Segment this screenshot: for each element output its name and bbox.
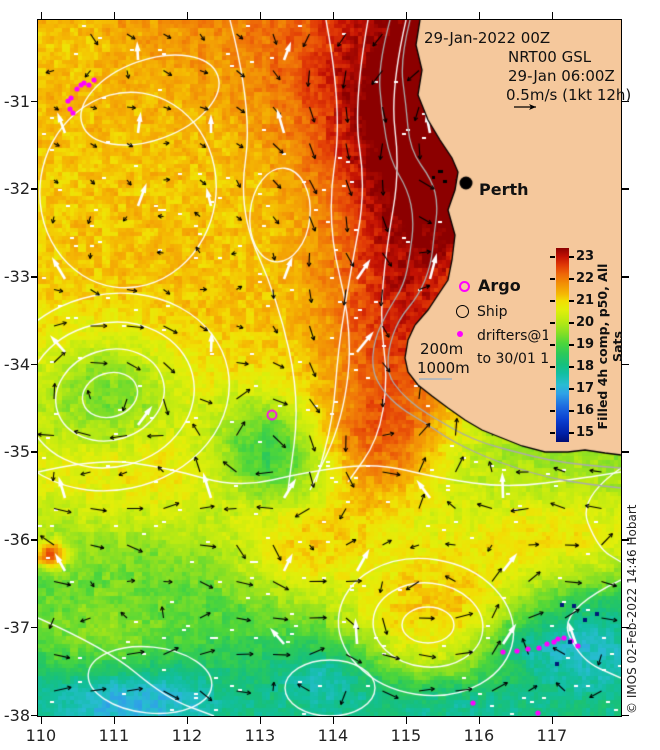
x-axis-label: 113 (244, 726, 276, 745)
y-axis-label: -35 (3, 442, 30, 462)
y-axis-tick (31, 188, 38, 190)
y-axis-label: -38 (3, 705, 30, 725)
y-axis-tick-right (622, 363, 629, 366)
y-axis-tick (31, 276, 38, 278)
colorbar-tick (550, 277, 555, 280)
y-axis-tick-right (622, 188, 629, 190)
colorbar-tick (569, 388, 574, 391)
colorbar-tick-label: 23 (576, 248, 595, 264)
colorbar-tick-label: 19 (576, 337, 595, 352)
y-axis-label: -31 (3, 91, 30, 111)
colorbar-tick (569, 432, 574, 435)
x-axis-tick-top (551, 12, 554, 19)
x-axis-label: 116 (463, 726, 495, 745)
scale-arrow-icon (514, 104, 536, 110)
y-axis-tick (31, 451, 38, 453)
y-axis-label: -37 (3, 617, 30, 637)
colorbar-tick (569, 255, 574, 258)
sst-map-canvas (37, 19, 622, 717)
colorbar-title: Filled 4h comp, p50, All Sats (595, 263, 625, 430)
colorbar-tick (569, 277, 574, 280)
isobath-legend-line (419, 378, 452, 380)
colorbar-tick-label: 16 (576, 403, 595, 419)
y-axis-label: -32 (3, 179, 30, 199)
x-axis-tick-top (259, 12, 262, 19)
colorbar: 23 22 21 20 19 18 17 16 15 Filled 4h comp, p50, … (548, 243, 625, 447)
x-axis-tick (113, 717, 116, 724)
colorbar-tick (550, 388, 555, 391)
y-axis-tick-right (622, 100, 629, 103)
colorbar-tick (569, 299, 574, 302)
x-axis-tick (186, 717, 189, 724)
y-axis-tick-right (622, 626, 629, 629)
x-axis-label: 117 (536, 726, 568, 745)
y-axis-tick (31, 100, 38, 103)
credit-label: © IMOS 02-Feb-2022 14:46 Hobart (625, 504, 639, 714)
x-axis-tick (405, 717, 408, 724)
colorbar-tick (550, 255, 555, 258)
x-axis-tick (259, 717, 262, 724)
colorbar-tick (550, 321, 555, 324)
colorbar-tick-label: 21 (576, 292, 595, 308)
y-axis-tick (31, 626, 38, 629)
x-axis-label: 115 (390, 726, 422, 745)
city-label: Perth (479, 180, 529, 199)
ship-marker-icon (456, 305, 469, 318)
y-axis-tick-right (622, 539, 629, 541)
y-axis-tick (31, 363, 38, 366)
colorbar-tick (550, 410, 555, 413)
x-axis-tick-top (332, 12, 335, 19)
legend-argo-label: Argo (478, 276, 521, 295)
colorbar-tick (550, 344, 555, 346)
y-axis-label: -33 (3, 267, 30, 287)
x-axis-label: 111 (98, 726, 130, 745)
legend-ship-label: Ship (477, 304, 508, 320)
isobath-1000-label: 1000m (417, 359, 470, 377)
colorbar-tick (569, 410, 574, 413)
analysis-time-label: 29-Jan-2022 00Z (424, 29, 551, 47)
x-axis-tick (551, 717, 554, 724)
x-axis-label: 112 (171, 726, 203, 745)
x-axis-tick (478, 717, 481, 724)
vector-scale-label: 0.5m/s (1kt 12h) (506, 86, 632, 104)
x-axis-tick-top (478, 12, 481, 19)
colorbar-tick-label: 18 (576, 359, 595, 375)
x-axis-label: 114 (317, 726, 349, 745)
y-axis-label: -34 (3, 354, 30, 374)
colorbar-tick (550, 366, 555, 369)
colorbar-tick-label: 15 (576, 425, 595, 441)
y-axis-label: -36 (3, 530, 30, 550)
colorbar-tick-label: 17 (576, 381, 595, 397)
isobath-200-label: 200m (420, 340, 464, 358)
x-axis-tick-top (186, 12, 189, 19)
argo-marker-icon (459, 281, 470, 292)
x-axis-tick (40, 717, 43, 724)
legend-drifters-line1: drifters@12h (477, 329, 553, 344)
colorbar-tick-label: 22 (576, 270, 595, 286)
colorbar-tick-label: 20 (576, 314, 595, 330)
colorbar-tick (569, 366, 574, 369)
product-label: NRT00 GSL (508, 48, 592, 66)
y-axis-tick-right (622, 714, 629, 717)
colorbar-tick (569, 321, 574, 324)
colorbar-tick (550, 299, 555, 302)
y-axis-tick-right (622, 276, 629, 278)
x-axis-tick (332, 717, 335, 724)
x-axis-label: 110 (25, 726, 57, 745)
x-axis-tick-top (405, 12, 408, 19)
y-axis-tick-right (622, 451, 629, 453)
colorbar-tick (550, 432, 555, 435)
y-axis-tick (31, 539, 38, 541)
colorbar-gradient (556, 248, 569, 442)
x-axis-tick-top (113, 12, 116, 19)
drifter-marker-icon (457, 331, 463, 337)
y-axis-tick (31, 714, 38, 717)
colorbar-tick (569, 344, 574, 346)
vector-time-label: 29-Jan 06:00Z (508, 67, 615, 85)
x-axis-tick-top (40, 12, 43, 19)
legend-drifters-line2: to 30/01 12Z (477, 352, 554, 367)
